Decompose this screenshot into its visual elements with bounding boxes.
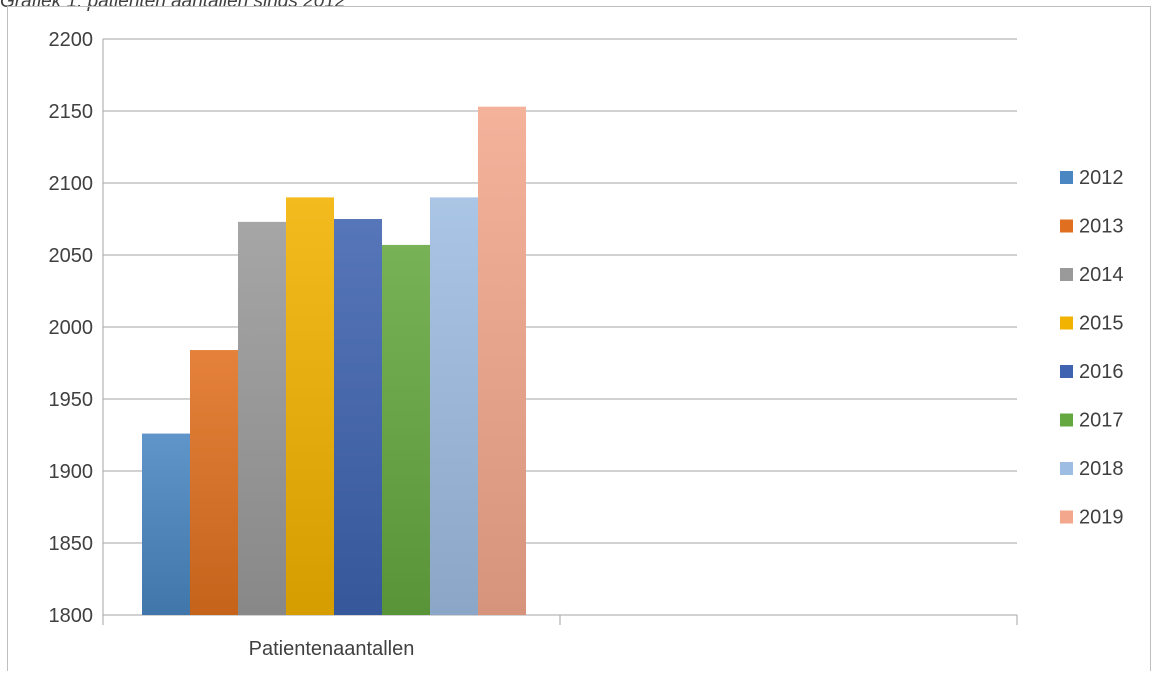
- legend-label-2016: 2016: [1079, 361, 1124, 383]
- y-tick-label: 2000: [49, 317, 94, 339]
- legend-label-2014: 2014: [1079, 264, 1124, 286]
- bar-2018: [430, 197, 478, 615]
- legend-swatch-2016: [1060, 365, 1073, 378]
- bar-2014: [238, 221, 286, 615]
- y-tick-labels: 1800 1850 1900 1950 2000 2050 2100 2150 2200: [49, 29, 94, 627]
- legend: 2012 2013 2014 2015 2016 2017 2018 2019: [1060, 167, 1124, 529]
- bars: [142, 106, 526, 616]
- bar-2013: [190, 350, 238, 615]
- legend-label-2018: 2018: [1079, 458, 1124, 480]
- legend-swatch-2017: [1060, 413, 1073, 427]
- legend-swatch-2013: [1060, 219, 1073, 233]
- y-tick-label: 2050: [49, 245, 94, 267]
- y-tick-label: 2200: [49, 29, 94, 51]
- legend-label-2012: 2012: [1079, 167, 1124, 189]
- legend-label-2015: 2015: [1079, 313, 1124, 335]
- y-tick-label: 2100: [49, 173, 94, 195]
- x-category-label: Patientenaantallen: [249, 638, 415, 660]
- gridlines: [103, 38, 1017, 544]
- bar-2017: [382, 244, 430, 616]
- y-tick-label: 2150: [49, 101, 94, 123]
- legend-label-2019: 2019: [1079, 507, 1124, 529]
- legend-swatch-2019: [1060, 510, 1073, 524]
- legend-swatch-2014: [1060, 268, 1073, 281]
- bar-2012: [142, 433, 190, 615]
- legend-swatch-2012: [1060, 171, 1073, 184]
- y-tick-label: 1850: [49, 533, 94, 555]
- bar-2015: [286, 197, 334, 615]
- bar-2019: [478, 106, 526, 616]
- y-tick-label: 1900: [49, 461, 94, 483]
- y-tick-label: 1950: [49, 389, 94, 411]
- x-category-labels: Patientenaantallen: [249, 638, 415, 660]
- legend-label-2017: 2017: [1079, 410, 1124, 432]
- legend-swatch-2015: [1060, 316, 1073, 330]
- legend-swatch-2018: [1060, 462, 1073, 475]
- legend-label-2013: 2013: [1079, 216, 1124, 238]
- bar-2016: [334, 219, 382, 615]
- chart-frame: [7, 6, 1151, 671]
- y-tick-label: 1800: [49, 605, 94, 627]
